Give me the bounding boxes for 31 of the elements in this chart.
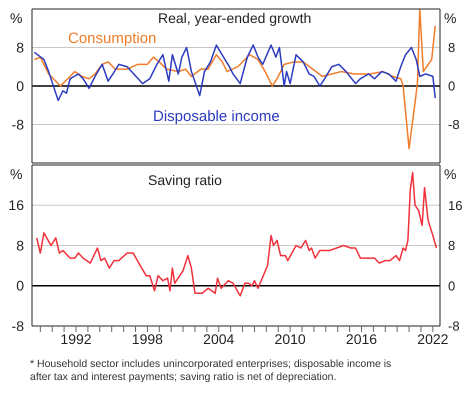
- series-label: Disposable income: [153, 108, 280, 125]
- text: Saving ratio: [148, 172, 222, 188]
- y2-tick-label: 0: [448, 78, 456, 94]
- line-series: [34, 9, 436, 150]
- x-tick-label: 2022: [417, 330, 449, 347]
- y2-tick-label: 16: [448, 198, 462, 213]
- chart-title: Real, year-ended growth: [158, 10, 312, 26]
- text: * Household sector includes unincorporated enterprises; disposable income is after tax and interest payments; saving ratio is net of depreciation.: [30, 358, 392, 384]
- line-series: [36, 172, 438, 297]
- y2-axis-title: %: [444, 166, 456, 182]
- x-tick-label: 2016: [346, 330, 378, 347]
- y-tick-label: 8: [16, 39, 24, 56]
- x-tick-label: 1998: [132, 330, 164, 347]
- y-tick-label: 0: [16, 278, 24, 294]
- y2-axis-title: %: [444, 10, 456, 26]
- y-tick-label: -8: [12, 318, 24, 334]
- series-label: Consumption: [68, 30, 156, 47]
- y-tick-label: -8: [12, 116, 24, 132]
- y-axis-title: %: [10, 166, 22, 182]
- x-tick-label: 1992: [60, 330, 92, 347]
- x-tick-label: 2004: [203, 330, 235, 347]
- y-tick-label: 0: [16, 78, 24, 94]
- y-tick-label: 8: [16, 237, 24, 254]
- y2-tick-label: -8: [448, 117, 460, 132]
- x-tick-label: 2010: [274, 330, 306, 347]
- y2-tick-label: -8: [448, 318, 460, 334]
- y2-tick-label: 8: [448, 40, 456, 56]
- y2-tick-label: 8: [448, 238, 456, 254]
- y-axis-title: %: [10, 10, 22, 26]
- y-tick-label: 16: [8, 197, 24, 214]
- y2-tick-label: 0: [448, 278, 456, 294]
